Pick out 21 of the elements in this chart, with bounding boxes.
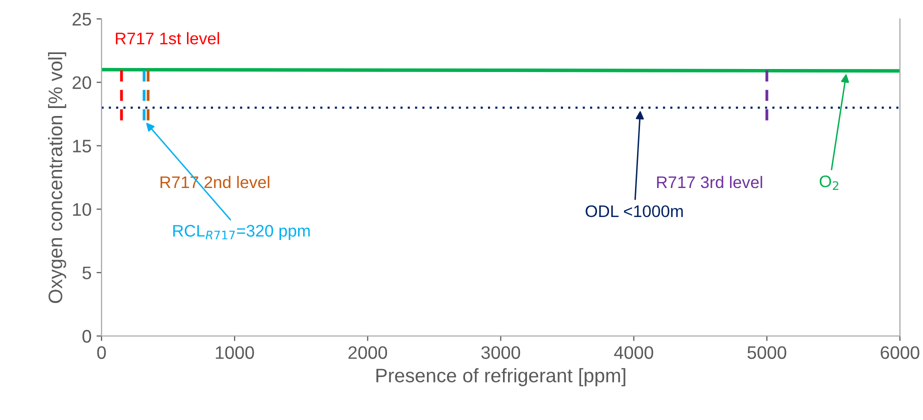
x-axis-title: Presence of refrigerant [ppm] — [376, 368, 626, 386]
y-tick-label: 10 — [73, 203, 92, 216]
x-tick-label: 1000 — [216, 346, 254, 359]
series-label: R717 1st level — [116, 32, 220, 44]
y-axis-title: Oxygen concentration [% vol] — [48, 52, 66, 303]
x-tick-label: 4000 — [614, 346, 654, 359]
y-tick-label: 15 — [73, 140, 92, 152]
y-tick-label: 20 — [72, 76, 92, 90]
text: R717 3rd level — [657, 176, 762, 188]
y-tick-label: 25 — [72, 12, 92, 26]
annotation: ODL <1000m — [586, 205, 683, 218]
annotation: RCL$_{R717}$=320 ppm — [173, 224, 310, 240]
x-tick-label: 0 — [97, 346, 106, 359]
y-tick-label: 5 — [82, 266, 92, 280]
x-tick-label: 5000 — [748, 346, 786, 359]
x-tick-label: 2000 — [348, 346, 388, 359]
y-tick-label: 0 — [82, 330, 92, 343]
annotation: O$_{2}$ — [820, 175, 838, 190]
text: R717 2nd level — [160, 176, 270, 188]
x-tick-label: 3000 — [481, 346, 520, 359]
x-tick-label: 6000 — [880, 346, 920, 359]
